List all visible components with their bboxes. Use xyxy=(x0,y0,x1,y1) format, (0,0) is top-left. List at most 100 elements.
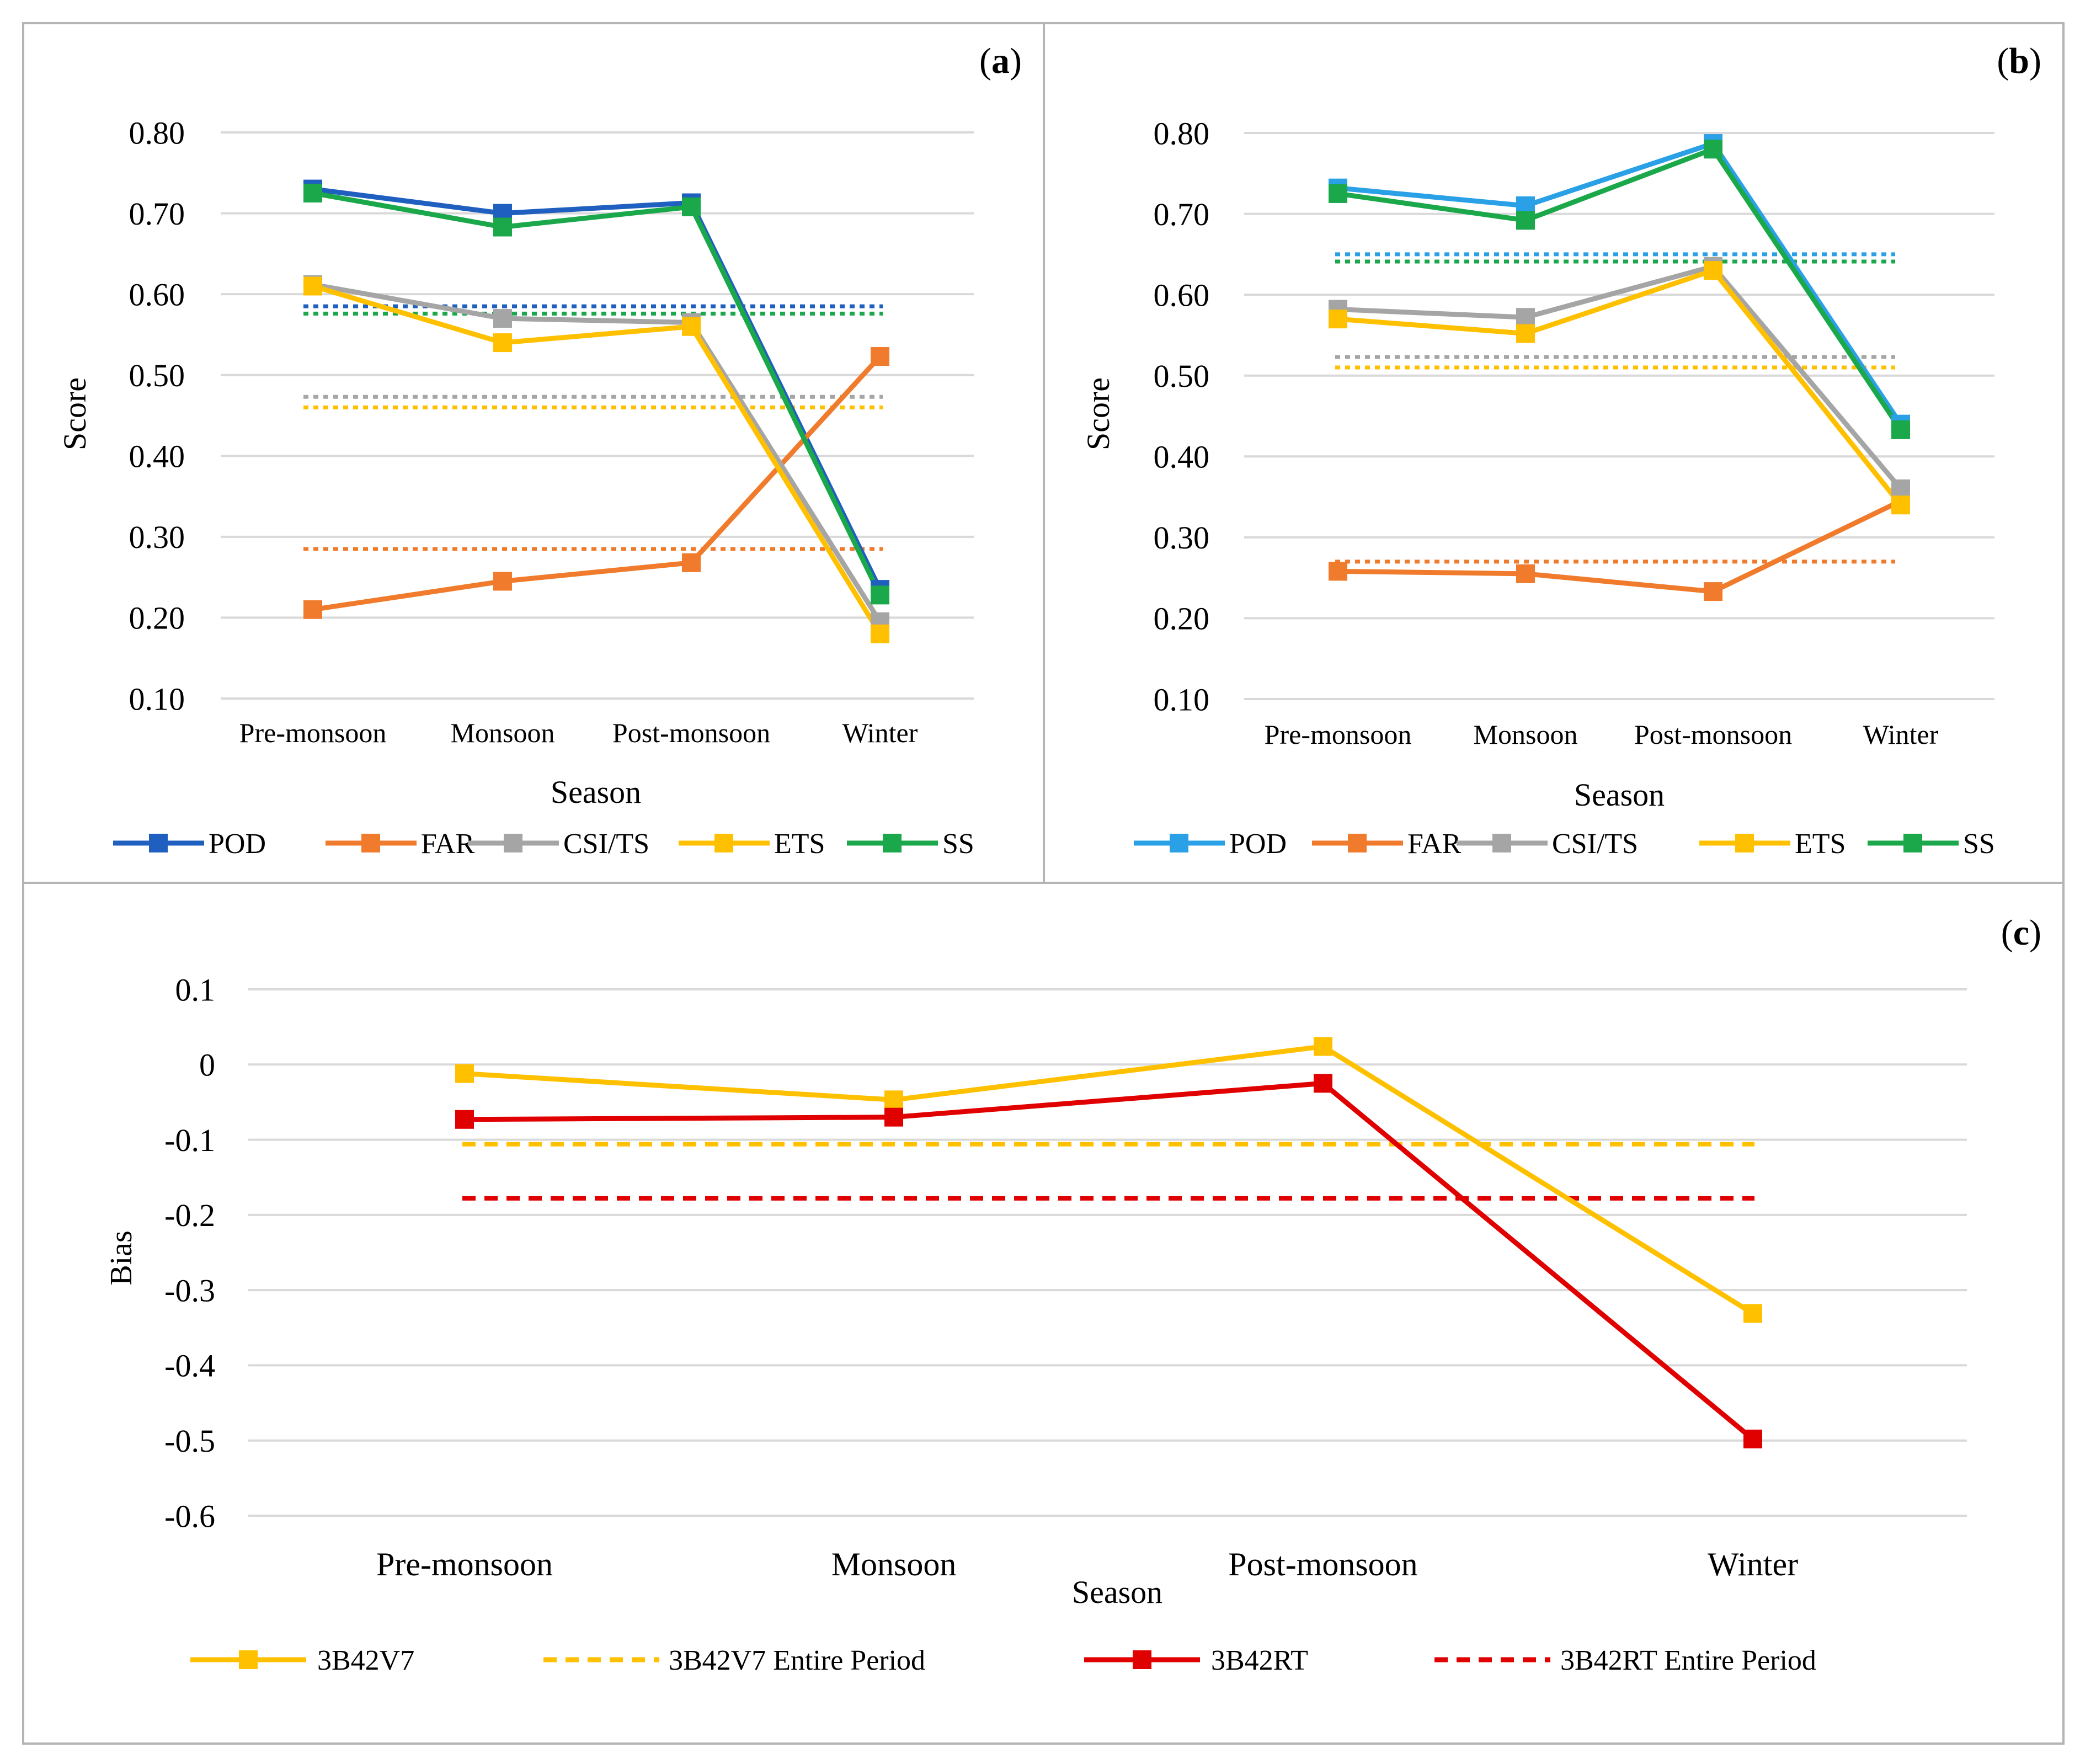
x-tick-label-c-3: Winter xyxy=(1708,1546,1798,1582)
data-point-c-1-1 xyxy=(884,1107,903,1127)
legend-label-c-2: 3B42RT xyxy=(1211,1645,1308,1676)
panel-b-chart: 0.10 0.20 0.30 0.40 0.50 0.60 0.70 0.80 Pre-mons… xyxy=(1080,115,1995,860)
x-tick-label-a-2: Post-monsoon xyxy=(612,717,770,748)
y-tick-label-c-0: 0.1 xyxy=(175,972,216,1008)
series-line-b-2 xyxy=(1337,264,1903,491)
series-line-a-2 xyxy=(312,282,882,623)
x-tick-label-c-0: Pre-monsoon xyxy=(376,1546,553,1582)
data-point-a-4-3 xyxy=(871,585,889,605)
y-tick-label-c-3: -0.2 xyxy=(164,1197,215,1233)
panel-label-c-letter: c xyxy=(2013,913,2029,953)
panel-label-a-close: ) xyxy=(1010,41,1022,81)
data-point-b-1-1 xyxy=(1516,564,1535,583)
series-line-a-4 xyxy=(312,190,883,596)
series-line-c-1 xyxy=(464,1080,1754,1441)
data-point-c-0-3 xyxy=(1743,1304,1762,1323)
x-tick-label-b-2: Post-monsoon xyxy=(1634,719,1792,750)
y-tick-label-c-5: -0.4 xyxy=(164,1348,215,1384)
legend-marker-a-0 xyxy=(149,834,168,852)
y-tick-label-a-4: 0.50 xyxy=(129,358,185,393)
data-point-b-2-3 xyxy=(1891,479,1910,498)
y-tick-label-b-7: 0.80 xyxy=(1154,115,1210,151)
x-tick-label-b-3: Winter xyxy=(1863,719,1939,750)
data-point-b-3-2 xyxy=(1704,261,1722,280)
legend-label-a-1: FAR xyxy=(421,828,475,860)
x-axis-label-b: Season xyxy=(1574,777,1665,813)
panel-label-b-open: ( xyxy=(1997,41,2009,81)
data-point-a-1-0 xyxy=(303,600,322,619)
panel-label-a-letter: a xyxy=(991,41,1010,81)
data-point-b-2-1 xyxy=(1516,308,1535,327)
y-tick-label-b-6: 0.70 xyxy=(1154,196,1210,232)
series-line-a-1 xyxy=(312,354,882,612)
x-tick-label-b-1: Monsoon xyxy=(1474,719,1578,750)
y-axis-label-a: Score xyxy=(57,377,93,450)
panel-label-c: (c) xyxy=(2001,913,2041,953)
data-point-c-0-0 xyxy=(455,1064,474,1083)
x-tick-label-b-0: Pre-monsoon xyxy=(1265,719,1412,750)
data-point-a-4-2 xyxy=(682,197,701,216)
legend-marker-c-0 xyxy=(239,1650,258,1669)
x-tick-label-a-3: Winter xyxy=(842,717,918,748)
data-point-a-1-2 xyxy=(682,553,701,572)
legend-label-a-4: SS xyxy=(942,828,974,860)
data-point-a-4-0 xyxy=(303,183,322,202)
y-tick-label-c-6: -0.5 xyxy=(164,1423,215,1459)
panel-label-c-open: ( xyxy=(2001,913,2013,953)
legend-label-b-4: SS xyxy=(1963,828,1995,860)
data-point-b-4-1 xyxy=(1516,211,1535,230)
panel-c-chart: 0.1 0 -0.1 -0.2 -0.3 -0.4 -0.5 -0.6 Pre-monsoon M… xyxy=(104,972,1967,1676)
data-point-b-4-3 xyxy=(1891,420,1910,439)
series-line-b-3 xyxy=(1337,268,1903,507)
x-axis-label-a: Season xyxy=(551,774,641,810)
legend-label-b-3: ETS xyxy=(1795,828,1846,860)
legend-marker-c-2 xyxy=(1133,1650,1151,1669)
frame-c xyxy=(22,882,2065,1745)
data-point-c-1-3 xyxy=(1743,1429,1762,1448)
legend-label-c-1: 3B42V7 Entire Period xyxy=(669,1645,925,1676)
data-point-c-1-2 xyxy=(1314,1074,1332,1093)
data-point-b-3-3 xyxy=(1891,495,1910,515)
x-tick-label-a-1: Monsoon xyxy=(451,717,555,748)
y-tick-label-b-3: 0.40 xyxy=(1154,439,1210,475)
legend-marker-b-3 xyxy=(1735,834,1754,852)
legend-label-a-0: POD xyxy=(209,828,266,860)
y-axis-label-b: Score xyxy=(1080,377,1116,450)
legend-label-b-2: CSI/TS xyxy=(1552,828,1638,860)
legend-marker-b-1 xyxy=(1348,834,1367,852)
data-point-a-3-1 xyxy=(493,333,512,353)
y-tick-label-a-7: 0.80 xyxy=(129,115,185,151)
y-tick-label-b-5: 0.60 xyxy=(1154,277,1210,313)
panel-label-a-open: ( xyxy=(979,41,991,81)
y-tick-label-c-1: 0 xyxy=(199,1047,215,1083)
data-point-c-0-1 xyxy=(884,1090,903,1110)
y-tick-label-c-2: -0.1 xyxy=(164,1122,215,1158)
data-point-a-3-3 xyxy=(871,624,889,643)
data-point-a-3-2 xyxy=(682,317,701,336)
data-point-b-4-0 xyxy=(1329,184,1347,203)
y-tick-label-b-0: 0.10 xyxy=(1154,681,1210,717)
legend-label-c-0: 3B42V7 xyxy=(317,1645,414,1676)
y-tick-label-c-7: -0.6 xyxy=(164,1498,215,1534)
y-tick-label-a-2: 0.30 xyxy=(129,519,185,555)
legend-label-a-3: ETS xyxy=(774,828,825,860)
legend-label-b-0: POD xyxy=(1229,828,1287,860)
panel-frames xyxy=(22,22,2065,1745)
data-point-b-3-1 xyxy=(1516,324,1535,343)
series-line-b-1 xyxy=(1337,498,1902,594)
y-tick-label-c-4: -0.3 xyxy=(164,1272,215,1308)
data-point-b-4-2 xyxy=(1704,140,1722,159)
data-point-c-0-2 xyxy=(1314,1037,1332,1056)
y-tick-label-a-1: 0.20 xyxy=(129,600,185,636)
panel-label-b-close: ) xyxy=(2029,41,2041,81)
panel-label-b: (b) xyxy=(1997,41,2041,81)
data-point-b-3-0 xyxy=(1329,310,1347,329)
panel-label-c-close: ) xyxy=(2029,913,2041,953)
series-line-b-0 xyxy=(1337,141,1903,426)
x-tick-label-c-1: Monsoon xyxy=(831,1546,957,1582)
y-tick-label-b-1: 0.20 xyxy=(1154,601,1210,637)
series-line-b-4 xyxy=(1337,146,1903,431)
data-point-a-1-1 xyxy=(493,572,512,591)
legend-marker-b-0 xyxy=(1170,834,1188,852)
